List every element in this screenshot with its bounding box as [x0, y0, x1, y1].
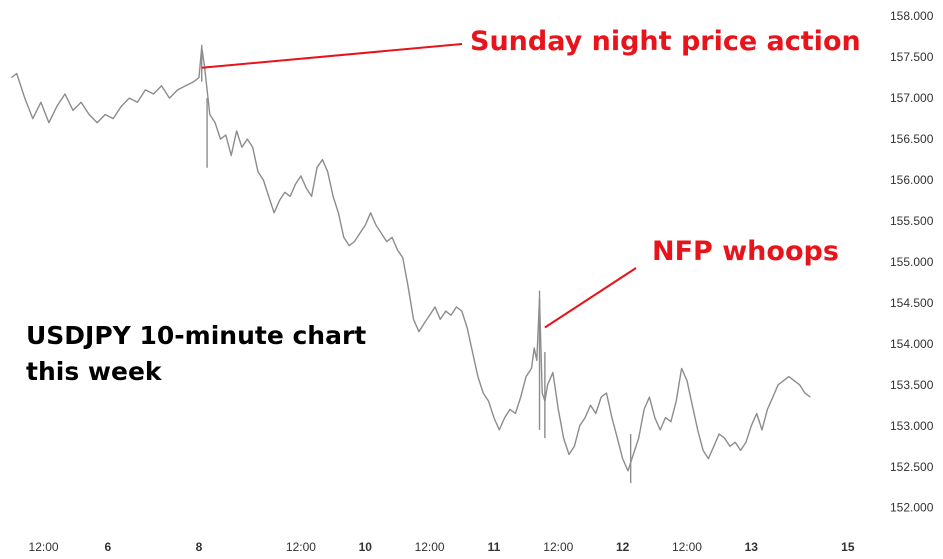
- y-tick-label: 157.000: [890, 91, 934, 105]
- chart-title: USDJPY 10-minute chart this week: [26, 318, 366, 390]
- chart-title-line-1: USDJPY 10-minute chart: [26, 321, 367, 350]
- y-tick-label: 156.500: [890, 132, 934, 146]
- x-tick-label: 12:00: [543, 540, 573, 554]
- y-tick-label: 152.500: [890, 460, 934, 474]
- y-tick-label: 154.500: [890, 296, 934, 310]
- y-tick-label: 155.500: [890, 214, 934, 228]
- x-tick-label: 12:00: [286, 540, 316, 554]
- y-tick-label: 154.000: [890, 337, 934, 351]
- y-tick-label: 156.000: [890, 173, 934, 187]
- x-tick-label: 11: [488, 540, 501, 554]
- y-axis: 158.000 157.500 157.000 156.500 156.000 155.5…: [890, 9, 934, 515]
- annotation-leaders: [201, 43, 637, 329]
- y-tick-label: 157.500: [890, 50, 934, 64]
- y-tick-label: 158.000: [890, 9, 934, 23]
- x-tick-label: 15: [841, 540, 855, 554]
- x-tick-label: 8: [196, 540, 203, 554]
- annotation-sunday-night: Sunday night price action: [470, 26, 861, 57]
- x-tick-label: 6: [105, 540, 112, 554]
- y-tick-label: 155.000: [890, 255, 934, 269]
- y-tick-label: 153.500: [890, 378, 934, 392]
- x-tick-label: 12:00: [415, 540, 445, 554]
- annotation-leader: [544, 267, 637, 329]
- price-wicks: [201, 44, 632, 484]
- x-tick-label: 12: [616, 540, 630, 554]
- x-axis: 12:00 6 8 12:00 10 12:00 11 12:00 12 12:00 13 15: [29, 540, 855, 554]
- x-tick-label: 12:00: [672, 540, 702, 554]
- chart-title-line-2: this week: [26, 357, 162, 386]
- y-tick-label: 153.000: [890, 419, 934, 433]
- x-tick-label: 10: [359, 540, 373, 554]
- price-line: [10, 46, 811, 472]
- annotation-nfp: NFP whoops: [652, 236, 839, 267]
- x-tick-label: 13: [745, 540, 759, 554]
- y-tick-label: 152.000: [890, 501, 934, 515]
- annotation-leader: [201, 43, 463, 69]
- x-tick-label: 12:00: [29, 540, 59, 554]
